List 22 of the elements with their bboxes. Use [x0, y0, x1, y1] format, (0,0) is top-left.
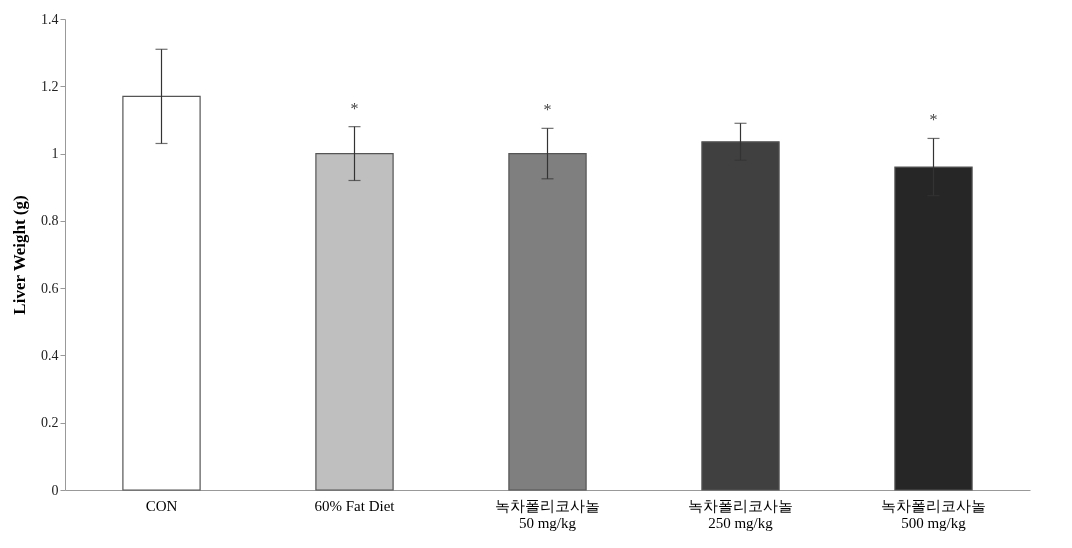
bar [701, 141, 780, 491]
bar [508, 152, 587, 491]
y-tick-label: 1.4 [41, 11, 59, 27]
x-tick-label: CON [145, 497, 178, 514]
x-tick-label: 녹차폴리코사놀 500 mg/kg [881, 497, 986, 531]
y-axis-title: Liver Weight (g) [10, 195, 29, 315]
bar [894, 166, 973, 491]
y-tick-label: 1 [51, 146, 59, 162]
y-tick-label: 0.6 [41, 280, 59, 296]
y-tick-label: 0.4 [41, 347, 59, 363]
y-tick-label: 1.2 [41, 78, 59, 94]
x-tick-label: 60% Fat Diet [314, 497, 396, 514]
bar [315, 152, 394, 491]
annotation: * [929, 111, 938, 129]
y-tick-label: 0.2 [41, 415, 59, 431]
annotation: * [543, 101, 552, 119]
x-tick-label: 녹차폴리코사놀 250 mg/kg [688, 497, 793, 531]
annotation: * [350, 99, 359, 117]
x-tick-label: 녹차폴리코사놀 50 mg/kg [495, 497, 600, 531]
y-tick-label: 0 [51, 482, 59, 498]
bar [122, 95, 201, 491]
y-tick-label: 0.8 [41, 213, 59, 229]
